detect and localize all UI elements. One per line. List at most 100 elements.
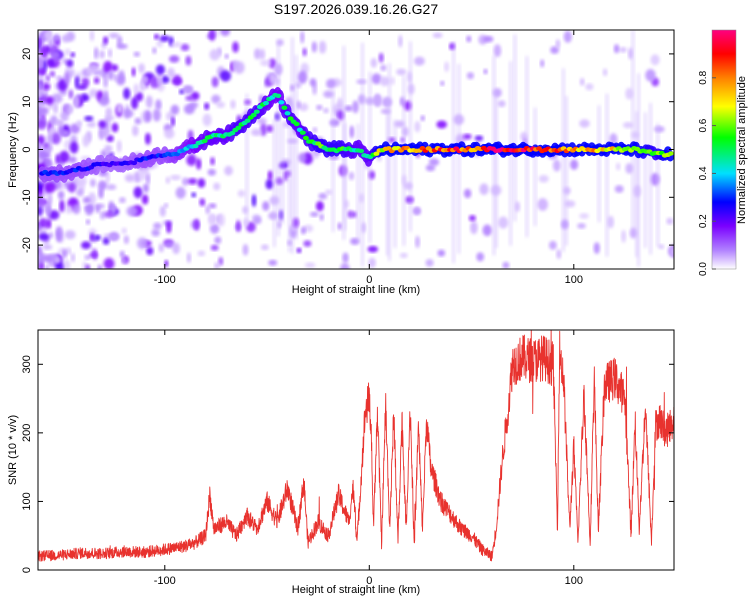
- noise-blob: [193, 218, 200, 231]
- y-tick-label: 0: [21, 567, 33, 573]
- noise-blob: [93, 77, 100, 84]
- noise-blob: [185, 55, 192, 66]
- noise-blob: [579, 119, 590, 128]
- noise-blob: [38, 119, 47, 130]
- noise-blob: [155, 64, 165, 75]
- noise-blob: [326, 78, 336, 89]
- noise-blob: [342, 252, 349, 263]
- noise-blob: [658, 244, 665, 250]
- noise-streak: [655, 123, 660, 248]
- x-tick-label: 100: [565, 575, 583, 587]
- noise-blob: [121, 227, 127, 234]
- noise-blob: [650, 54, 660, 66]
- noise-blob: [380, 64, 387, 72]
- noise-blob: [425, 259, 434, 267]
- noise-blob: [367, 245, 379, 253]
- noise-blob: [267, 170, 273, 181]
- noise-blob: [45, 74, 50, 83]
- noise-blob: [126, 206, 138, 217]
- noise-blob: [237, 189, 246, 198]
- noise-blob: [351, 211, 357, 218]
- noise-blob: [84, 254, 91, 260]
- x-tick-label: 100: [565, 274, 583, 286]
- noise-blob: [211, 76, 219, 88]
- noise-blob: [151, 229, 160, 237]
- noise-streak: [512, 34, 517, 222]
- noise-blob: [77, 177, 87, 186]
- noise-blob: [483, 68, 488, 75]
- spectrogram-ridge: [38, 87, 674, 183]
- noise-blob: [474, 135, 484, 141]
- noise-blob: [49, 210, 60, 220]
- snr-axes: -100 0 100 0 100 200 300: [21, 330, 674, 587]
- noise-blob: [265, 125, 274, 133]
- noise-blob: [269, 73, 277, 85]
- noise-blob: [607, 215, 614, 229]
- noise-blob: [204, 102, 210, 111]
- noise-streak: [385, 97, 390, 256]
- noise-streak: [533, 107, 538, 226]
- noise-streak: [630, 30, 635, 231]
- noise-blob: [234, 61, 245, 74]
- noise-blob: [466, 72, 474, 80]
- noise-blob: [89, 30, 95, 42]
- noise-streak: [294, 55, 299, 240]
- noise-blob: [373, 94, 383, 107]
- noise-blob: [133, 51, 140, 57]
- noise-blob: [69, 141, 79, 154]
- noise-streak: [597, 105, 602, 223]
- noise-blob: [180, 43, 190, 52]
- noise-blob: [199, 198, 206, 207]
- noise-blob: [39, 95, 45, 102]
- noise-blob: [312, 127, 318, 133]
- noise-blob: [136, 237, 148, 250]
- noise-blob: [164, 128, 175, 139]
- noise-blob: [131, 67, 136, 77]
- noise-blob: [121, 257, 127, 264]
- noise-streak: [605, 93, 609, 257]
- colorbar-ticks: 0.0 0.2 0.4 0.6 0.8: [698, 70, 716, 276]
- ridge-core: [253, 109, 260, 114]
- noise-streak: [280, 121, 285, 224]
- noise-blob: [214, 262, 220, 269]
- noise-blob: [123, 108, 132, 119]
- noise-blob: [123, 87, 131, 100]
- noise-streak: [290, 37, 295, 254]
- noise-blob: [209, 49, 221, 61]
- noise-blob: [170, 104, 180, 115]
- noise-blob: [579, 213, 589, 219]
- noise-blob: [304, 262, 316, 268]
- ridge-core: [299, 130, 306, 135]
- noise-blob: [196, 158, 202, 170]
- colorbar-tick-label: 0.8: [698, 70, 709, 84]
- noise-blob: [170, 174, 181, 181]
- ridge-core: [284, 111, 291, 116]
- noise-blob: [94, 47, 99, 60]
- noise-blob: [613, 44, 620, 54]
- noise-blob: [81, 241, 91, 250]
- noise-blob: [250, 128, 262, 136]
- noise-blob: [585, 83, 594, 91]
- noise-blob: [49, 232, 54, 239]
- noise-blob: [187, 178, 198, 185]
- noise-blob: [214, 236, 222, 244]
- noise-blob: [311, 41, 317, 53]
- noise-blob: [210, 244, 219, 251]
- noise-blob: [537, 198, 548, 211]
- ridge-core: [250, 112, 257, 118]
- noise-blob: [55, 153, 61, 165]
- noise-blob: [615, 162, 621, 171]
- noise-blob: [103, 75, 108, 88]
- ridge-core: [302, 135, 309, 141]
- y-tick-label: 0: [21, 146, 33, 152]
- noise-streak: [636, 73, 641, 267]
- noise-blob: [141, 194, 149, 205]
- noise-blob: [58, 150, 70, 163]
- noise-blob: [202, 113, 212, 127]
- noise-blob: [76, 84, 87, 90]
- noise-blob: [415, 235, 420, 248]
- noise-blob: [220, 70, 231, 82]
- noise-blob: [107, 48, 113, 58]
- noise-blob: [46, 58, 56, 68]
